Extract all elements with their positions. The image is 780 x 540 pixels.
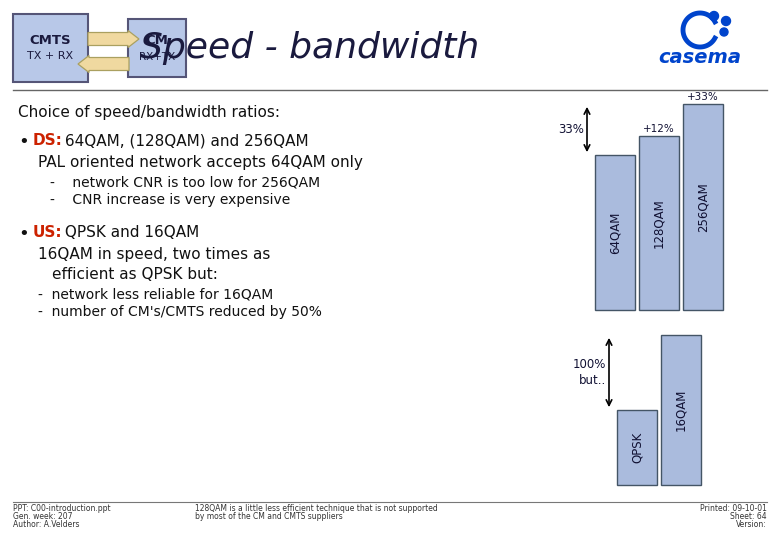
Text: -  number of CM's/CMTS reduced by 50%: - number of CM's/CMTS reduced by 50%	[38, 305, 322, 319]
Text: Choice of speed/bandwidth ratios:: Choice of speed/bandwidth ratios:	[18, 105, 280, 120]
Text: 33%: 33%	[558, 123, 584, 136]
Text: by most of the CM and CMTS suppliers: by most of the CM and CMTS suppliers	[195, 512, 342, 521]
Text: •: •	[18, 225, 29, 243]
Text: QPSK: QPSK	[630, 432, 643, 463]
Text: efficient as QPSK but:: efficient as QPSK but:	[52, 267, 218, 282]
Text: +33%: +33%	[687, 92, 719, 102]
Text: +12%: +12%	[644, 124, 675, 134]
Text: CM: CM	[146, 35, 168, 48]
FancyArrow shape	[78, 56, 129, 72]
Text: •: •	[18, 133, 29, 151]
Circle shape	[722, 17, 731, 25]
Text: PAL oriented network accepts 64QAM only: PAL oriented network accepts 64QAM only	[38, 155, 363, 170]
Text: 64QAM, (128QAM) and 256QAM: 64QAM, (128QAM) and 256QAM	[60, 133, 309, 148]
Text: casema: casema	[658, 48, 742, 67]
Text: CMTS: CMTS	[29, 33, 71, 46]
Bar	[617, 410, 657, 485]
Text: Author: A.Velders: Author: A.Velders	[13, 520, 80, 529]
Circle shape	[710, 11, 718, 21]
Text: RX+TX: RX+TX	[139, 52, 176, 62]
Text: -  network less reliable for 16QAM: - network less reliable for 16QAM	[38, 287, 273, 301]
Circle shape	[720, 28, 728, 36]
Text: PPT: C00-introduction.ppt: PPT: C00-introduction.ppt	[13, 504, 111, 513]
Text: QPSK and 16QAM: QPSK and 16QAM	[60, 225, 199, 240]
Text: 128QAM: 128QAM	[653, 198, 665, 248]
Bar	[128, 19, 186, 77]
Text: Sheet: 64: Sheet: 64	[730, 512, 767, 521]
Bar	[683, 104, 723, 310]
Bar	[661, 335, 701, 485]
Text: Gen. week: 207: Gen. week: 207	[13, 512, 73, 521]
Bar	[13, 14, 88, 82]
Text: 16QAM: 16QAM	[675, 389, 687, 431]
Text: Version:: Version:	[736, 520, 767, 529]
Text: 64QAM: 64QAM	[608, 211, 622, 254]
Text: 16QAM in speed, two times as: 16QAM in speed, two times as	[38, 247, 271, 262]
Bar	[595, 155, 635, 310]
Text: TX + RX: TX + RX	[27, 51, 73, 61]
Text: DS:: DS:	[33, 133, 63, 148]
Text: -    network CNR is too low for 256QAM: - network CNR is too low for 256QAM	[50, 175, 320, 189]
Text: US:: US:	[33, 225, 62, 240]
Text: Speed - bandwidth: Speed - bandwidth	[140, 31, 480, 65]
Text: -    CNR increase is very expensive: - CNR increase is very expensive	[50, 193, 290, 207]
FancyArrow shape	[88, 30, 139, 48]
Text: 128QAM is a little less efficient technique that is not supported: 128QAM is a little less efficient techni…	[195, 504, 438, 513]
Text: 100%
but..: 100% but..	[573, 359, 606, 387]
Text: 256QAM: 256QAM	[697, 182, 710, 232]
Bar	[639, 136, 679, 310]
Text: Printed: 09-10-01: Printed: 09-10-01	[700, 504, 767, 513]
